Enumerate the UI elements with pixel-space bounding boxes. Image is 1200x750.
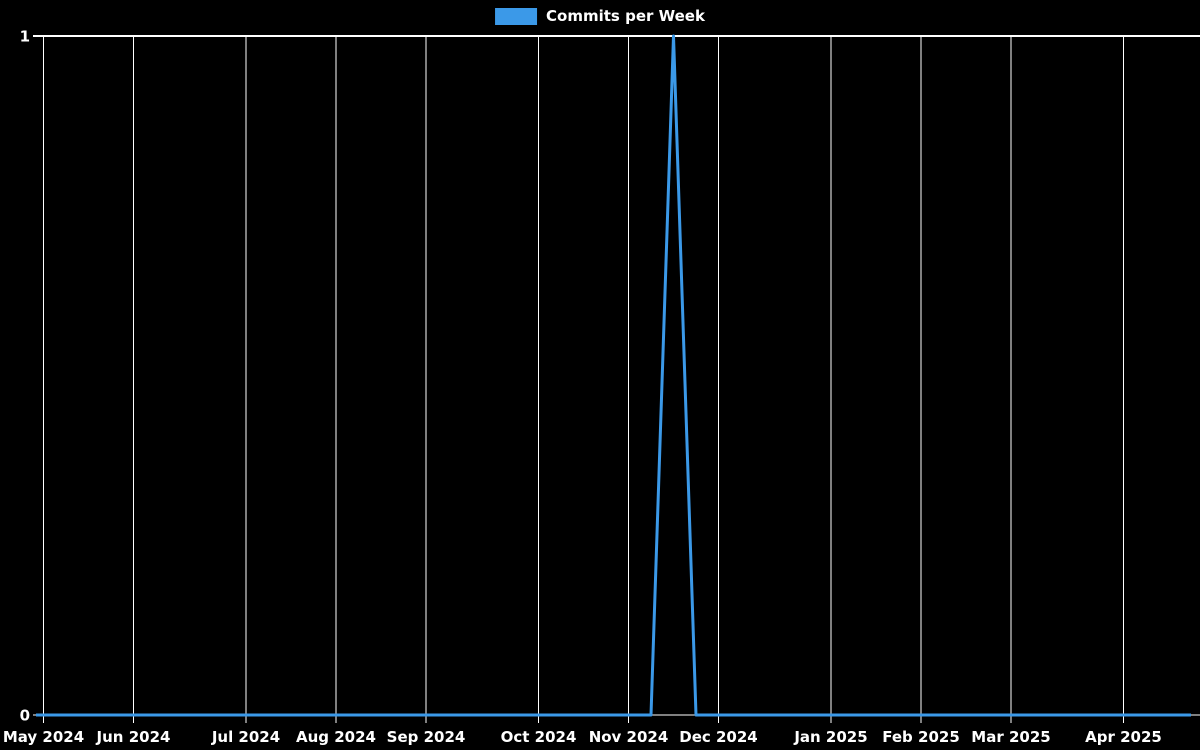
- chart-legend: Commits per Week: [495, 8, 705, 25]
- x-tick-label: Feb 2025: [882, 728, 960, 746]
- legend-swatch: [495, 8, 538, 25]
- x-tick-label: Aug 2024: [296, 728, 376, 746]
- x-tick-label: May 2024: [3, 728, 84, 746]
- x-tick-label: Jun 2024: [96, 728, 171, 746]
- x-tick-label: Mar 2025: [971, 728, 1050, 746]
- x-tick-label: Oct 2024: [501, 728, 577, 746]
- y-tick-label: 0: [20, 706, 30, 724]
- x-tick-label: Sep 2024: [387, 728, 466, 746]
- legend-item-commits[interactable]: Commits per Week: [495, 8, 705, 25]
- legend-label: Commits per Week: [546, 7, 705, 25]
- commits-line-series: [36, 34, 1191, 717]
- x-tick-label: Nov 2024: [589, 728, 669, 746]
- x-tick-label: Apr 2025: [1085, 728, 1162, 746]
- x-tick-label: Jul 2024: [211, 728, 280, 746]
- x-tick-label: Jan 2025: [793, 728, 867, 746]
- x-tick-label: Dec 2024: [679, 728, 758, 746]
- y-tick-label: 1: [20, 27, 30, 45]
